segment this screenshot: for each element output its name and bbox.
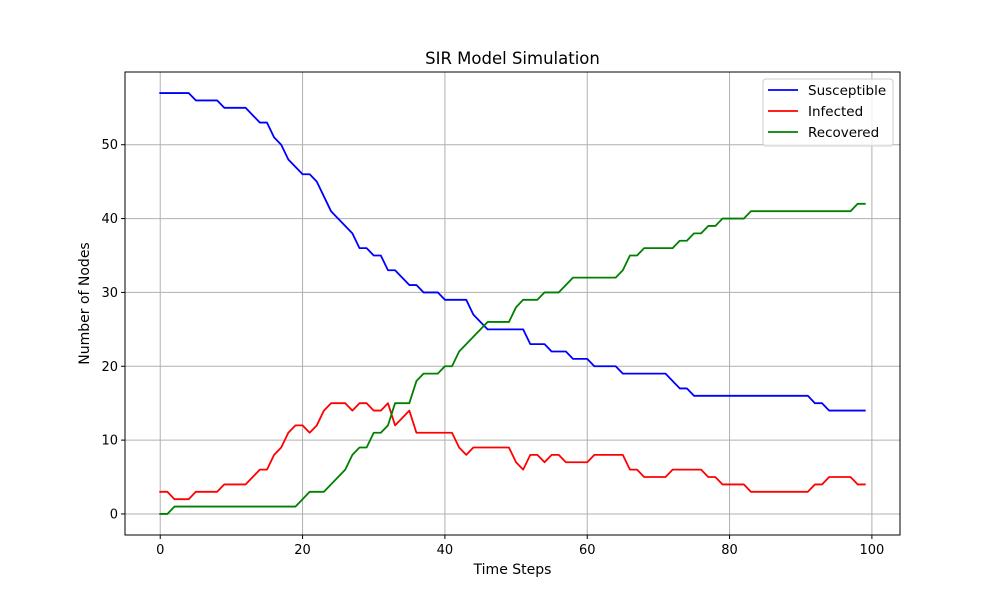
- x-axis-label: Time Steps: [473, 562, 552, 578]
- axis-ticks: 0 20 40 60 80 100 0 10 20 30 40 50: [101, 138, 884, 558]
- x-tick-label: 40: [437, 543, 454, 558]
- x-tick-label: 80: [721, 543, 738, 558]
- y-tick-label: 40: [101, 212, 118, 227]
- legend: Susceptible Infected Recovered: [762, 78, 894, 147]
- y-tick-label: 20: [101, 360, 118, 375]
- y-tick-label: 30: [101, 286, 118, 301]
- legend-label-susceptible: Susceptible: [808, 83, 886, 99]
- y-tick-label: 0: [110, 507, 118, 522]
- series-line-infected: [159, 402, 866, 501]
- plot-frame: [124, 71, 901, 536]
- legend-label-recovered: Recovered: [808, 125, 879, 141]
- plot-area: [125, 72, 900, 535]
- x-tick-label: 0: [156, 543, 164, 558]
- legend-box: [762, 78, 894, 147]
- y-tick-label: 50: [101, 138, 118, 153]
- y-axis-label: Number of Nodes: [77, 242, 93, 364]
- gridlines: [125, 72, 900, 535]
- series-line-recovered: [159, 202, 866, 515]
- y-tick-label: 10: [101, 434, 118, 449]
- series-lines: [159, 92, 866, 515]
- legend-label-infected: Infected: [808, 104, 863, 120]
- x-tick-label: 100: [859, 543, 884, 558]
- chart-title: SIR Model Simulation: [425, 49, 600, 68]
- series-line-susceptible: [159, 92, 866, 412]
- x-tick-label: 20: [294, 543, 311, 558]
- x-tick-label: 60: [579, 543, 596, 558]
